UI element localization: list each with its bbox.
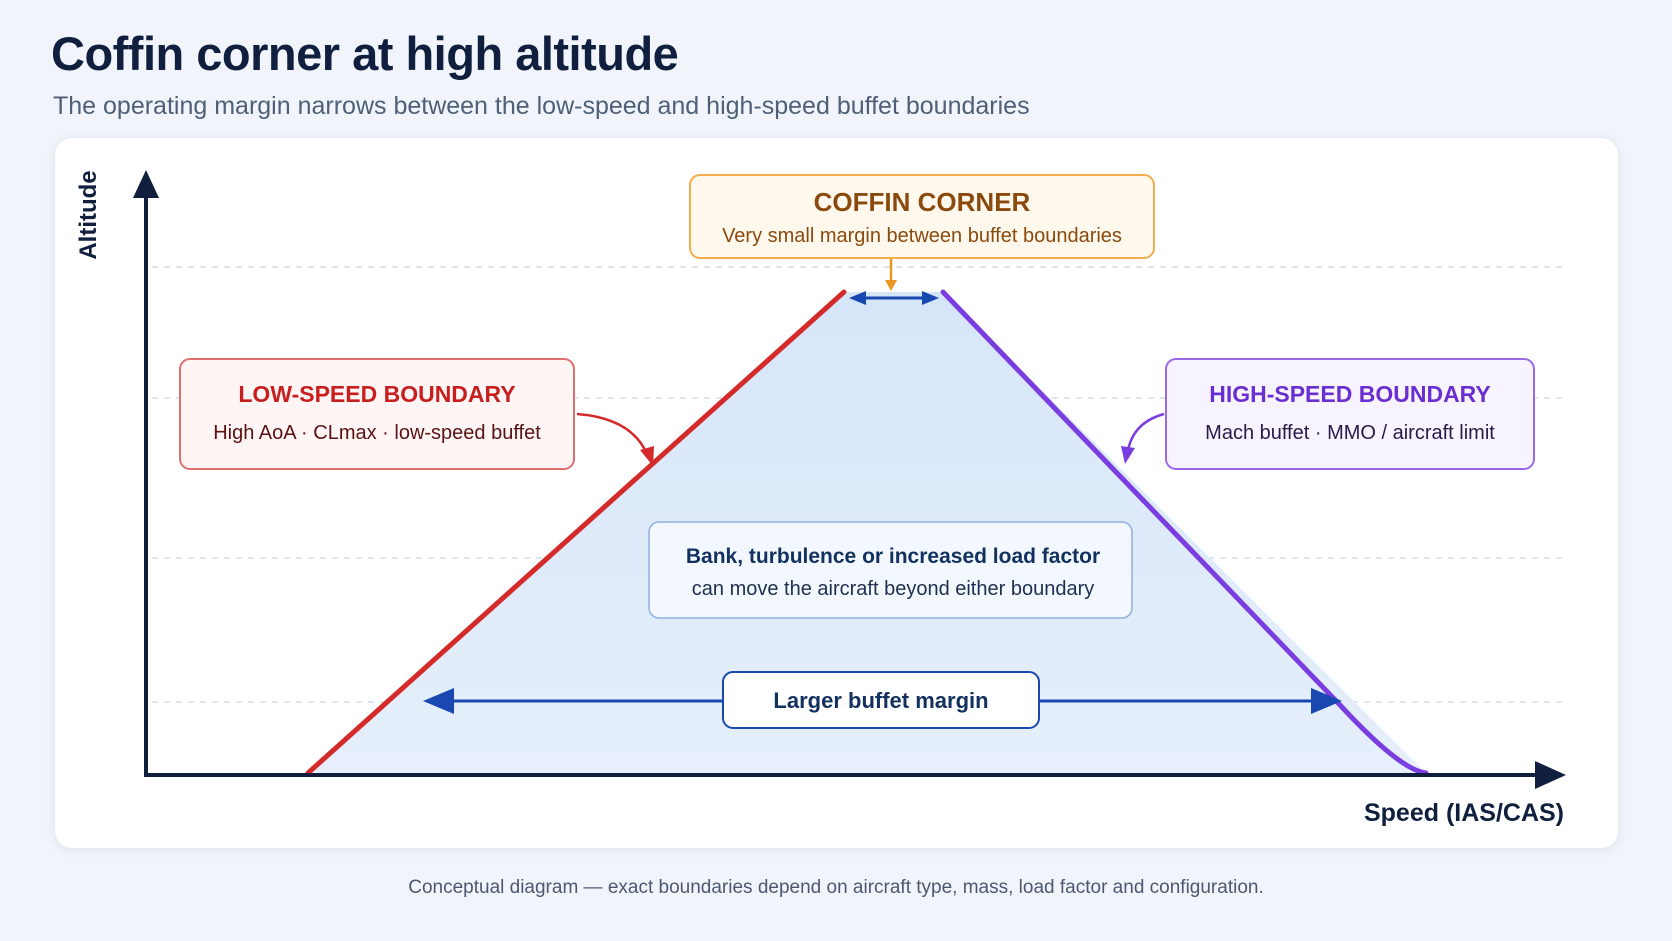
load-factor-subtitle: can move the aircraft beyond either boun…	[692, 578, 1094, 600]
high-speed-subtitle: Mach buffet · MMO / aircraft limit	[1205, 422, 1495, 444]
load-factor-title: Bank, turbulence or increased load facto…	[686, 545, 1100, 568]
page-title: Coffin corner at high altitude	[51, 27, 679, 80]
high-speed-boundary-line	[940, 289, 1429, 776]
y-axis-arrowhead	[133, 170, 159, 198]
x-axis-label: Speed (IAS/CAS)	[1364, 799, 1564, 827]
low-speed-boundary-line	[305, 289, 847, 776]
low-speed-pointer	[576, 412, 654, 466]
coffin-corner-title: COFFIN CORNER	[814, 187, 1031, 217]
buffet-margin-text: Larger buffet margin	[773, 688, 988, 713]
coffin-corner-subtitle: Very small margin between buffet boundar…	[722, 225, 1122, 247]
low-speed-subtitle: High AoA · CLmax · low-speed buffet	[213, 422, 541, 444]
high-speed-callout: HIGH-SPEED BOUNDARY Mach buffet · MMO / …	[1165, 358, 1535, 470]
high-speed-title: HIGH-SPEED BOUNDARY	[1209, 381, 1491, 407]
low-speed-title: LOW-SPEED BOUNDARY	[238, 381, 515, 407]
load-factor-note: Bank, turbulence or increased load facto…	[648, 521, 1133, 619]
coffin-margin-arrow	[849, 291, 939, 305]
coffin-corner-callout: COFFIN CORNER Very small margin between …	[689, 174, 1155, 259]
x-axis-arrowhead	[1535, 761, 1566, 789]
page-subtitle: The operating margin narrows between the…	[53, 92, 1030, 120]
footnote: Conceptual diagram — exact boundaries de…	[408, 877, 1264, 898]
low-speed-callout: LOW-SPEED BOUNDARY High AoA · CLmax · lo…	[179, 358, 575, 470]
y-axis-label: Altitude	[75, 170, 102, 259]
high-speed-pointer	[1121, 412, 1165, 464]
coffin-pointer	[885, 258, 897, 291]
buffet-margin-label: Larger buffet margin	[722, 671, 1040, 729]
